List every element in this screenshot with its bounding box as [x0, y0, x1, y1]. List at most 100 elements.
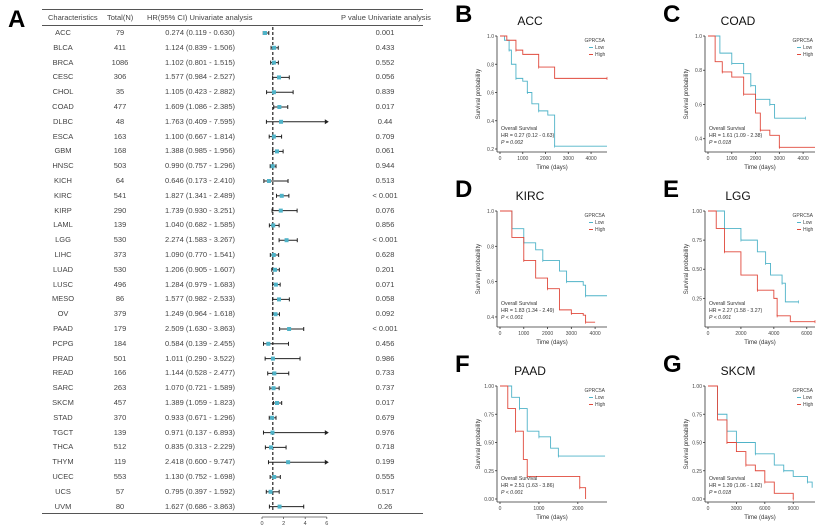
- km-y-tick-label: 0.25: [484, 469, 494, 475]
- km-annotation: P < 0.001: [501, 315, 523, 321]
- row-total: 496: [113, 279, 127, 289]
- km-y-tick-label: 0.00: [692, 497, 702, 503]
- row-characteristic: HNSC: [52, 161, 74, 171]
- km-legend-label: High: [803, 52, 814, 58]
- panel-label-b: B: [455, 1, 473, 28]
- km-y-label: Survival probability: [684, 69, 690, 119]
- row-p-value: 0.679: [375, 412, 395, 422]
- km-x-label: Time (days): [744, 165, 775, 171]
- row-hr-ci: 2.274 (1.583 - 3.267): [164, 235, 236, 245]
- hr-point: [272, 475, 277, 479]
- ci-arrow: [324, 119, 329, 125]
- row-total: 119: [114, 457, 126, 467]
- row-hr-ci: 1.105 (0.423 - 2.882): [164, 87, 236, 97]
- row-p-value: 0.552: [375, 57, 395, 67]
- row-characteristic: SKCM: [52, 398, 74, 407]
- row-total: 263: [113, 383, 127, 393]
- row-total: 373: [113, 250, 127, 259]
- km-x-tick-label: 2000: [540, 156, 551, 162]
- forest-x-tick-label: 4: [304, 521, 307, 527]
- km-y-label: Survival probability: [476, 69, 482, 119]
- row-hr-ci: 1.739 (0.930 - 3.251): [164, 205, 236, 215]
- row-hr-ci: 1.102 (0.801 - 1.515): [164, 57, 236, 67]
- hr-point: [272, 45, 277, 50]
- row-total: 166: [113, 368, 127, 378]
- row-hr-ci: 1.011 (0.290 - 3.522): [165, 353, 235, 363]
- hr-point: [273, 312, 278, 317]
- km-annotation: Overall Survival: [501, 476, 537, 482]
- hr-point: [270, 164, 275, 169]
- row-hr-ci: 0.646 (0.173 - 2.410): [164, 176, 236, 185]
- row-hr-ci: 0.933 (0.671 - 1.296): [164, 412, 236, 422]
- row-hr-ci: 2.509 (1.630 - 3.863): [164, 324, 236, 333]
- row-hr-ci: 1.827 (1.341 - 2.489): [164, 190, 236, 200]
- km-curve-low: [500, 35, 607, 147]
- km-x-tick-label: 3000: [563, 156, 574, 162]
- km-annotation: P = 0.002: [501, 140, 523, 146]
- row-hr-ci: 0.971 (0.137 - 6.893): [164, 427, 236, 437]
- row-characteristic: THCA: [52, 442, 74, 452]
- hr-point: [286, 460, 291, 465]
- row-characteristic: UCS: [55, 486, 71, 496]
- km-x-tick-label: 0: [499, 331, 502, 337]
- row-characteristic: MESO: [51, 294, 75, 304]
- row-p-value: 0.856: [375, 220, 395, 230]
- row-characteristic: PRAD: [52, 353, 74, 363]
- row-p-value: 0.001: [375, 28, 395, 37]
- row-total: 501: [113, 353, 127, 363]
- row-characteristic: CHOL: [52, 87, 74, 97]
- km-y-tick-label: 0.6: [487, 280, 494, 286]
- hr-point: [271, 386, 276, 391]
- ci-arrow: [324, 459, 329, 465]
- row-total: 139: [113, 427, 127, 437]
- km-y-tick-label: 0.8: [695, 68, 702, 74]
- row-p-value: 0.076: [375, 205, 395, 215]
- km-y-label: Survival probability: [476, 244, 482, 294]
- hr-point: [277, 297, 282, 302]
- row-hr-ci: 1.100 (0.667 - 1.814): [164, 131, 236, 141]
- km-curve-low: [708, 35, 806, 119]
- km-x-tick-label: 4000: [798, 156, 809, 162]
- km-curve-low: [708, 210, 799, 303]
- row-hr-ci: 1.627 (0.686 - 3.863): [164, 501, 236, 511]
- km-y-tick-label: 0.50: [484, 441, 494, 447]
- km-y-tick-label: 0.75: [692, 238, 702, 244]
- hr-point: [270, 356, 275, 361]
- km-y-tick-label: 1.0: [487, 34, 494, 40]
- km-x-tick-label: 2000: [735, 331, 746, 337]
- km-x-tick-label: 2000: [542, 331, 553, 337]
- km-legend-label: High: [803, 402, 814, 408]
- row-characteristic: UCEC: [52, 472, 74, 481]
- row-characteristic: ESCA: [52, 131, 74, 141]
- km-legend-label: High: [595, 52, 606, 58]
- row-total: 168: [113, 146, 127, 156]
- ci-arrow: [324, 430, 329, 436]
- hr-point: [271, 90, 276, 95]
- row-characteristic: PAAD: [53, 324, 73, 333]
- row-characteristic: STAD: [53, 412, 73, 422]
- row-characteristic: TGCT: [52, 427, 74, 437]
- row-p-value: 0.092: [375, 309, 395, 319]
- km-y-tick-label: 0.4: [487, 119, 494, 125]
- row-hr-ci: 2.418 (0.600 - 9.747): [164, 457, 236, 467]
- row-hr-ci: 1.249 (0.964 - 1.618): [164, 309, 236, 319]
- row-total: 48: [115, 116, 125, 126]
- km-y-tick-label: 0.25: [692, 469, 702, 475]
- km-y-tick-label: 0.2: [487, 147, 494, 153]
- row-total: 179: [113, 324, 127, 333]
- row-characteristic: BRCA: [52, 57, 74, 67]
- row-hr-ci: 0.835 (0.313 - 2.229): [164, 442, 236, 452]
- km-y-tick-label: 0.6: [695, 102, 702, 108]
- km-legend-label: Low: [803, 395, 813, 401]
- km-annotation: Overall Survival: [709, 301, 745, 307]
- km-annotation: Overall Survival: [709, 476, 745, 482]
- km-y-tick-label: 0.8: [487, 244, 494, 250]
- km-x-tick-label: 3000: [566, 331, 577, 337]
- hr-point: [270, 415, 275, 420]
- km-legend-label: High: [803, 227, 814, 233]
- row-p-value: 0.26: [377, 501, 393, 511]
- row-hr-ci: 1.284 (0.979 - 1.683): [164, 279, 236, 289]
- header-characteristics: Characteristics: [48, 13, 98, 22]
- km-curve-low: [708, 385, 813, 488]
- hr-point: [277, 504, 282, 509]
